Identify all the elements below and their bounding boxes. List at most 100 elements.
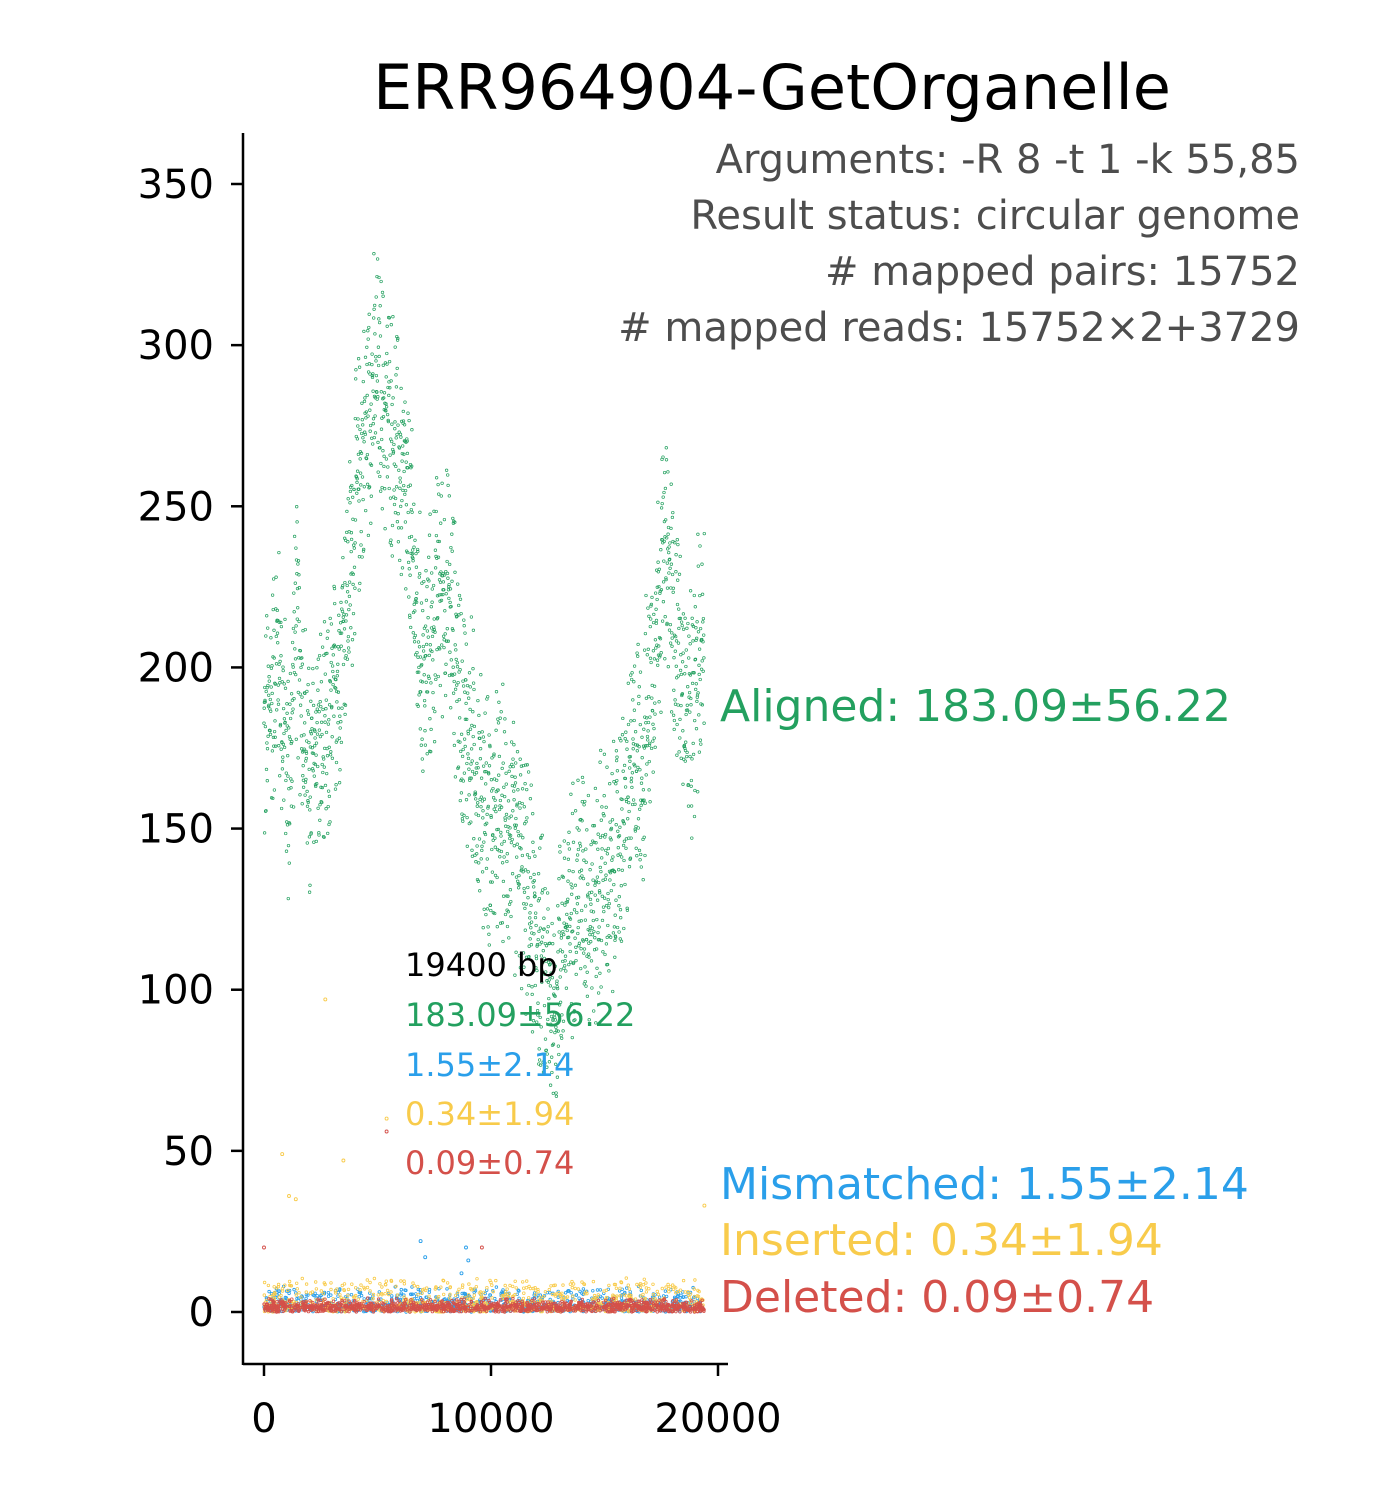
aligned-point: [667, 550, 671, 555]
aligned-point: [621, 769, 625, 773]
deleted-point: [588, 1302, 592, 1306]
inserted-point: [643, 1296, 647, 1301]
aligned-point: [407, 595, 411, 599]
aligned-point: [421, 608, 425, 613]
aligned-point: [460, 754, 465, 759]
aligned-point: [334, 677, 338, 682]
aligned-point: [432, 625, 436, 629]
aligned-point: [643, 631, 648, 636]
aligned-point: [509, 914, 513, 919]
aligned-point: [408, 483, 412, 487]
aligned-point: [392, 488, 396, 492]
aligned-point: [679, 620, 684, 624]
aligned-point: [687, 634, 691, 638]
aligned-point: [430, 649, 434, 654]
aligned-point: [273, 744, 278, 748]
aligned-point: [280, 759, 285, 763]
aligned-point: [371, 389, 375, 393]
aligned-point: [350, 638, 355, 642]
aligned-point: [480, 799, 485, 803]
aligned-point: [439, 570, 443, 574]
inserted-point: [573, 1298, 577, 1302]
aligned-point: [636, 642, 640, 647]
aligned-point: [671, 590, 675, 594]
aligned-point: [647, 788, 651, 792]
aligned-point: [502, 785, 506, 789]
aligned-point: [698, 593, 702, 598]
aligned-point: [384, 409, 388, 413]
aligned-point: [274, 575, 278, 579]
inserted-point: [351, 1295, 356, 1299]
aligned-point: [599, 938, 604, 943]
aligned-point: [288, 737, 292, 741]
aligned-point: [640, 801, 645, 805]
aligned-point: [540, 980, 544, 984]
aligned-point: [631, 798, 636, 802]
deleted-point: [290, 1306, 294, 1311]
aligned-point: [399, 572, 403, 577]
aligned-point: [654, 646, 658, 650]
aligned-point: [337, 736, 342, 740]
aligned-point: [300, 802, 304, 806]
aligned-point: [678, 717, 682, 722]
aligned-point: [362, 547, 366, 552]
aligned-point: [603, 832, 608, 837]
aligned-point: [540, 833, 544, 837]
aligned-point: [289, 692, 294, 696]
aligned-point: [377, 320, 382, 325]
deleted-point: [331, 1299, 336, 1303]
aligned-point: [386, 385, 390, 390]
aligned-point: [516, 788, 520, 792]
aligned-point: [641, 878, 645, 882]
aligned-point: [601, 950, 605, 954]
inserted-point: [558, 1294, 562, 1298]
aligned-point: [418, 727, 422, 731]
aligned-point: [374, 373, 379, 378]
aligned-point: [295, 520, 299, 524]
mismatched-point: [349, 1292, 354, 1297]
inserted-point: [505, 1292, 509, 1297]
aligned-point: [493, 873, 498, 878]
inserted-point: [522, 1286, 526, 1290]
aligned-point: [361, 423, 365, 427]
aligned-point: [419, 601, 424, 605]
aligned-point: [454, 648, 458, 652]
aligned-point: [317, 833, 321, 837]
aligned-point: [421, 633, 425, 637]
aligned-point: [423, 704, 427, 708]
aligned-point: [657, 700, 661, 704]
aligned-point: [698, 626, 703, 631]
aligned-point: [309, 831, 313, 835]
aligned-point: [344, 653, 348, 658]
aligned-point: [497, 754, 502, 759]
aligned-point: [531, 1019, 536, 1023]
aligned-point: [348, 489, 353, 494]
aligned-point: [590, 926, 594, 930]
aligned-point: [614, 782, 618, 786]
aligned-point: [533, 915, 538, 920]
aligned-point: [303, 793, 307, 797]
aligned-point: [495, 925, 499, 929]
aligned-point: [579, 966, 583, 971]
aligned-point: [370, 375, 375, 380]
aligned-point: [513, 775, 517, 779]
aligned-point: [378, 446, 382, 450]
aligned-point: [306, 709, 310, 713]
aligned-point: [571, 840, 576, 844]
aligned-point: [379, 390, 383, 394]
aligned-point: [385, 351, 389, 356]
aligned-point: [453, 570, 457, 574]
aligned-point: [497, 700, 501, 704]
inserted-point: [262, 1280, 267, 1285]
aligned-point: [563, 959, 567, 963]
aligned-point: [447, 584, 451, 589]
aligned-point: [376, 395, 380, 399]
aligned-point: [470, 854, 475, 858]
aligned-point: [380, 437, 384, 442]
aligned-point: [442, 588, 446, 592]
aligned-point: [334, 760, 339, 765]
aligned-point: [597, 889, 602, 893]
aligned-point: [666, 470, 670, 474]
aligned-point: [633, 802, 637, 806]
aligned-point: [585, 893, 590, 897]
